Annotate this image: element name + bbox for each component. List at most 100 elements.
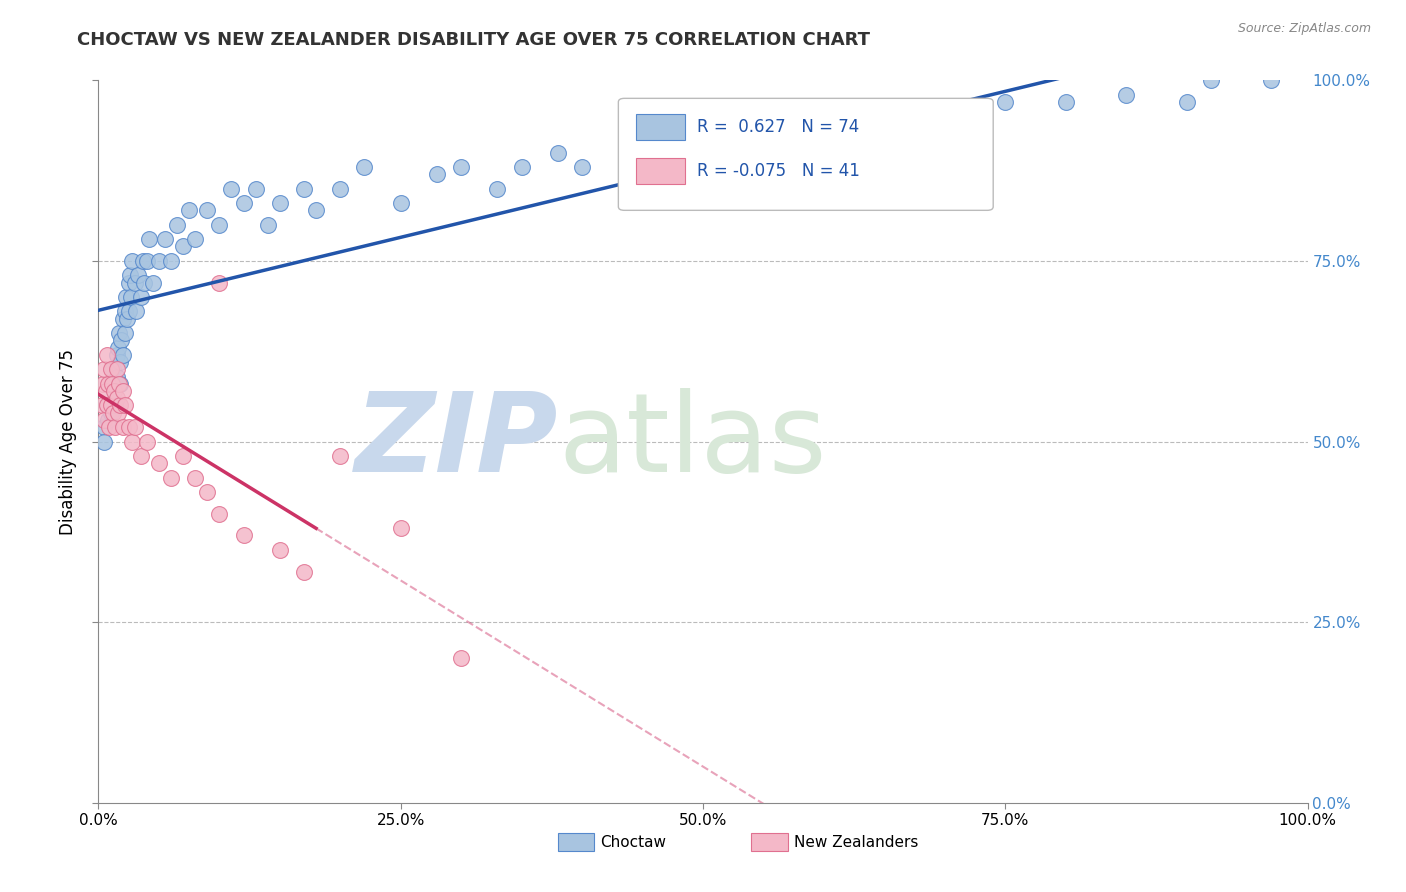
Point xyxy=(232,196,254,211)
Point xyxy=(142,276,165,290)
Point xyxy=(329,182,352,196)
Point xyxy=(934,124,956,138)
Point xyxy=(692,131,714,145)
Point xyxy=(105,369,128,384)
Point xyxy=(148,456,170,470)
Point xyxy=(221,182,243,196)
Point xyxy=(153,232,176,246)
Point xyxy=(245,182,267,196)
Point xyxy=(105,362,128,376)
Text: ZIP: ZIP xyxy=(354,388,558,495)
Point xyxy=(118,420,141,434)
Point xyxy=(100,376,122,391)
Point xyxy=(426,167,449,181)
Point xyxy=(129,449,152,463)
Point xyxy=(292,565,315,579)
Point xyxy=(813,131,835,145)
Point xyxy=(108,376,131,391)
Point xyxy=(148,253,170,268)
Point xyxy=(127,268,149,283)
Point xyxy=(305,203,328,218)
Point xyxy=(1260,73,1282,87)
Point xyxy=(100,362,122,376)
Point xyxy=(120,290,142,304)
Point xyxy=(195,485,218,500)
Point xyxy=(100,406,122,420)
Point xyxy=(97,376,120,391)
Point xyxy=(135,253,157,268)
Point xyxy=(108,326,131,340)
Point xyxy=(118,304,141,318)
Point xyxy=(160,470,183,484)
Point xyxy=(96,348,118,362)
Point xyxy=(118,276,141,290)
Point xyxy=(172,239,194,253)
Point xyxy=(108,376,131,391)
Point xyxy=(269,196,291,211)
Point xyxy=(103,384,125,398)
Point xyxy=(114,326,136,340)
Point xyxy=(107,376,129,391)
Point xyxy=(124,276,146,290)
Text: R = -0.075   N = 41: R = -0.075 N = 41 xyxy=(697,161,860,179)
Point xyxy=(124,420,146,434)
Point xyxy=(138,232,160,246)
Point xyxy=(125,304,148,318)
Point xyxy=(107,341,129,355)
Point xyxy=(94,384,117,398)
Point xyxy=(104,420,127,434)
Point xyxy=(111,420,134,434)
Point xyxy=(353,160,375,174)
Point xyxy=(631,145,654,160)
Point xyxy=(111,311,134,326)
Point xyxy=(110,334,132,348)
Point xyxy=(97,413,120,427)
Point xyxy=(752,160,775,174)
Point xyxy=(93,413,115,427)
Point xyxy=(101,362,124,376)
Point xyxy=(121,434,143,449)
Point xyxy=(105,391,128,405)
Point xyxy=(117,311,139,326)
Point xyxy=(100,398,122,412)
Point xyxy=(114,398,136,412)
Point xyxy=(873,145,896,160)
Point xyxy=(994,95,1017,109)
Point xyxy=(208,507,231,521)
Point xyxy=(329,449,352,463)
Point xyxy=(115,290,138,304)
Point xyxy=(93,420,115,434)
Point xyxy=(232,528,254,542)
Text: Source: ZipAtlas.com: Source: ZipAtlas.com xyxy=(1237,22,1371,36)
Point xyxy=(571,160,593,174)
Point xyxy=(450,160,472,174)
Point xyxy=(256,218,278,232)
Point xyxy=(208,276,231,290)
Point xyxy=(105,348,128,362)
Text: R =  0.627   N = 74: R = 0.627 N = 74 xyxy=(697,119,859,136)
Point xyxy=(269,542,291,557)
Point xyxy=(134,276,156,290)
Point xyxy=(179,203,201,218)
Bar xyxy=(751,833,787,851)
Text: New Zealanders: New Zealanders xyxy=(793,835,918,850)
Point xyxy=(547,145,569,160)
Point xyxy=(108,355,131,369)
Point xyxy=(103,384,125,398)
Point xyxy=(389,521,412,535)
FancyBboxPatch shape xyxy=(619,98,993,211)
Point xyxy=(195,203,218,218)
Point xyxy=(98,420,121,434)
Point xyxy=(389,196,412,211)
Point xyxy=(1115,87,1137,102)
Point xyxy=(93,434,115,449)
Point xyxy=(184,232,207,246)
Point xyxy=(292,182,315,196)
Bar xyxy=(637,158,685,184)
Point xyxy=(118,268,141,283)
Text: atlas: atlas xyxy=(558,388,827,495)
Point xyxy=(1199,73,1222,87)
Point xyxy=(107,406,129,420)
Point xyxy=(135,434,157,449)
Point xyxy=(114,304,136,318)
